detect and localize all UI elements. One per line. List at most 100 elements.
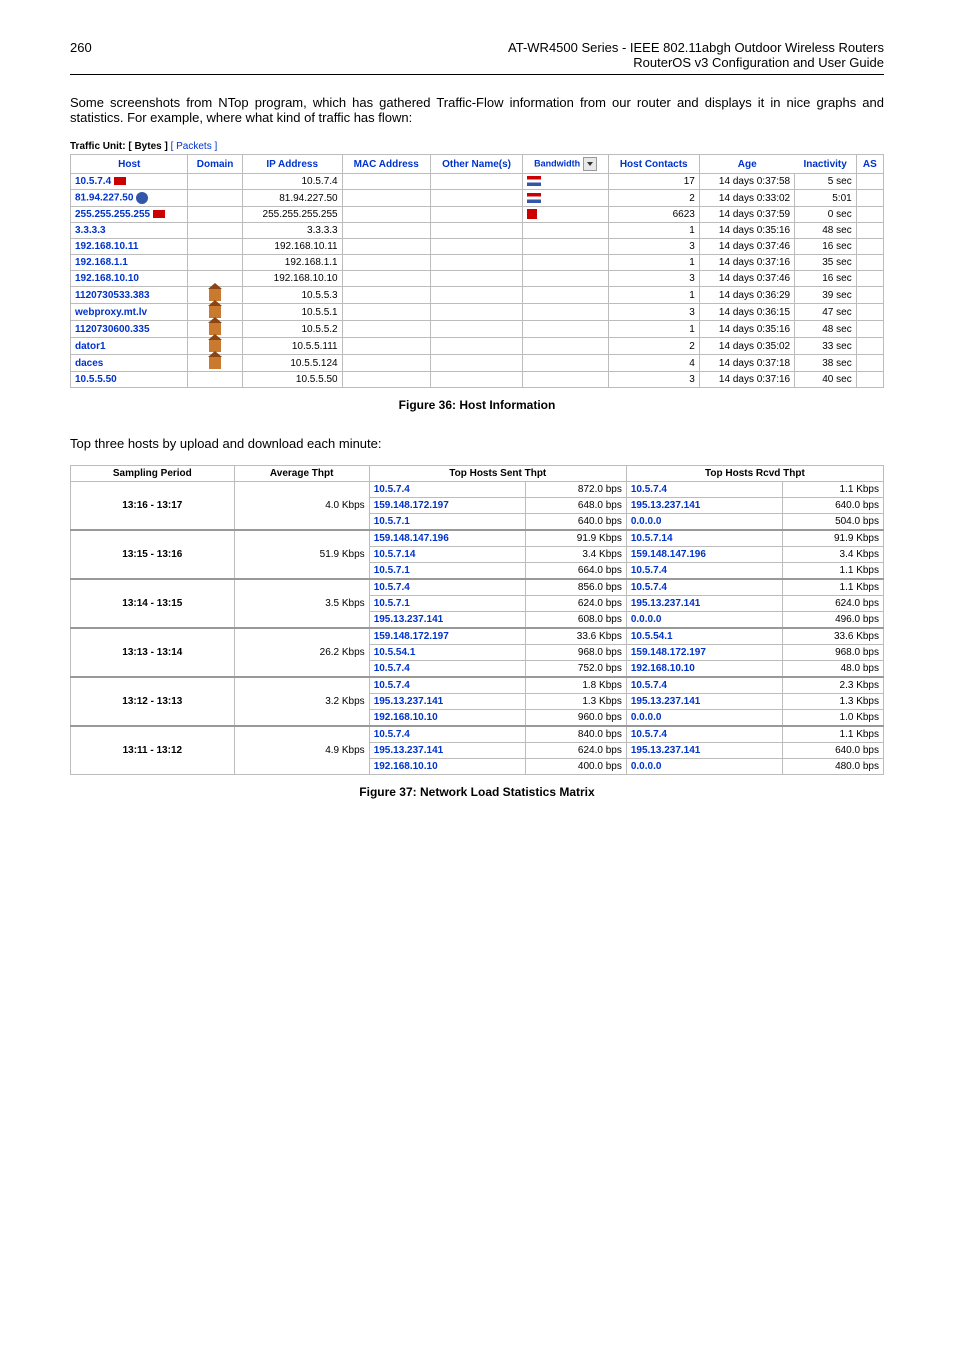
rcvd-value: 1.1 Kbps: [783, 563, 884, 580]
table-row: 1120730533.38310.5.5.3114 days 0:36:2939…: [71, 287, 884, 304]
sent-host[interactable]: 192.168.10.10: [369, 710, 526, 727]
bytes-link[interactable]: [ Bytes ]: [128, 141, 167, 152]
table-row: 10.5.7.4 10.5.7.41714 days 0:37:585 sec: [71, 174, 884, 190]
host-header[interactable]: Inactivity: [795, 155, 857, 174]
host-link[interactable]: dator1: [75, 341, 106, 352]
host-header[interactable]: Age: [699, 155, 794, 174]
sent-host[interactable]: 10.5.7.1: [369, 563, 526, 580]
host-header[interactable]: Other Name(s): [430, 155, 523, 174]
rcvd-value: 33.6 Kbps: [783, 628, 884, 645]
sent-host[interactable]: 10.5.7.4: [369, 661, 526, 678]
sent-host[interactable]: 192.168.10.10: [369, 759, 526, 775]
sent-host[interactable]: 10.5.7.14: [369, 547, 526, 563]
host-header[interactable]: IP Address: [242, 155, 342, 174]
host-link[interactable]: 10.5.7.4: [75, 176, 111, 187]
host-link[interactable]: 255.255.255.255: [75, 209, 150, 220]
col-period[interactable]: Sampling Period: [71, 466, 235, 482]
sent-host[interactable]: 10.5.7.4: [369, 726, 526, 743]
avg-cell: 3.2 Kbps: [234, 677, 369, 726]
rcvd-host[interactable]: 0.0.0.0: [626, 514, 783, 531]
title-line1: AT-WR4500 Series - IEEE 802.11abgh Outdo…: [508, 40, 884, 55]
host-link[interactable]: 1120730533.383: [75, 290, 150, 301]
house-icon: [209, 357, 221, 369]
bars-icon: [527, 193, 541, 203]
avg-cell: 4.9 Kbps: [234, 726, 369, 775]
rcvd-host[interactable]: 10.5.7.4: [626, 726, 783, 743]
rcvd-value: 1.1 Kbps: [783, 579, 884, 596]
sent-value: 3.4 Kbps: [526, 547, 627, 563]
rcvd-host[interactable]: 10.5.7.4: [626, 563, 783, 580]
host-header[interactable]: Bandwidth: [523, 155, 608, 174]
sent-host[interactable]: 159.148.172.197: [369, 498, 526, 514]
avg-cell: 3.5 Kbps: [234, 579, 369, 628]
rcvd-value: 480.0 bps: [783, 759, 884, 775]
doc-title: AT-WR4500 Series - IEEE 802.11abgh Outdo…: [508, 40, 884, 70]
sent-value: 664.0 bps: [526, 563, 627, 580]
host-link[interactable]: 1120730600.335: [75, 324, 150, 335]
table-row: 192.168.10.11192.168.10.11314 days 0:37:…: [71, 239, 884, 255]
sent-host[interactable]: 10.5.7.4: [369, 579, 526, 596]
rcvd-host[interactable]: 0.0.0.0: [626, 612, 783, 629]
col-avg[interactable]: Average Thpt: [234, 466, 369, 482]
rcvd-host[interactable]: 10.5.7.14: [626, 530, 783, 547]
rcvd-host[interactable]: 0.0.0.0: [626, 759, 783, 775]
table-row: 1120730600.33510.5.5.2114 days 0:35:1648…: [71, 321, 884, 338]
page-header: 260 AT-WR4500 Series - IEEE 802.11abgh O…: [70, 40, 884, 75]
flag-icon: [114, 177, 126, 185]
rcvd-host[interactable]: 10.5.7.4: [626, 482, 783, 498]
rcvd-host[interactable]: 10.5.7.4: [626, 579, 783, 596]
rcvd-host[interactable]: 10.5.7.4: [626, 677, 783, 694]
sent-host[interactable]: 159.148.172.197: [369, 628, 526, 645]
mid-paragraph: Top three hosts by upload and download e…: [70, 436, 884, 451]
sent-host[interactable]: 10.5.7.1: [369, 596, 526, 612]
packets-link[interactable]: [ Packets ]: [171, 141, 218, 152]
host-header[interactable]: Domain: [188, 155, 242, 174]
rcvd-value: 624.0 bps: [783, 596, 884, 612]
sent-host[interactable]: 195.13.237.141: [369, 612, 526, 629]
rcvd-host[interactable]: 195.13.237.141: [626, 498, 783, 514]
sent-value: 1.3 Kbps: [526, 694, 627, 710]
host-header[interactable]: Host Contacts: [608, 155, 699, 174]
rcvd-host[interactable]: 192.168.10.10: [626, 661, 783, 678]
intro-paragraph: Some screenshots from NTop program, whic…: [70, 95, 884, 125]
rcvd-host[interactable]: 159.148.147.196: [626, 547, 783, 563]
host-link[interactable]: 192.168.10.10: [75, 273, 139, 284]
circle-icon: [136, 192, 148, 204]
host-header[interactable]: AS: [856, 155, 883, 174]
table-row: 13:15 - 13:1651.9 Kbps159.148.147.19691.…: [71, 530, 884, 547]
sent-host[interactable]: 10.5.54.1: [369, 645, 526, 661]
sent-host[interactable]: 10.5.7.4: [369, 677, 526, 694]
host-link[interactable]: 81.94.227.50: [75, 193, 133, 204]
dropdown-icon[interactable]: [583, 157, 597, 171]
period-cell: 13:16 - 13:17: [71, 482, 235, 531]
sent-host[interactable]: 10.5.7.4: [369, 482, 526, 498]
rcvd-host[interactable]: 195.13.237.141: [626, 694, 783, 710]
col-sent[interactable]: Top Hosts Sent Thpt: [369, 466, 626, 482]
sent-value: 968.0 bps: [526, 645, 627, 661]
rcvd-host[interactable]: 0.0.0.0: [626, 710, 783, 727]
period-cell: 13:12 - 13:13: [71, 677, 235, 726]
rcvd-host[interactable]: 159.148.172.197: [626, 645, 783, 661]
sent-host[interactable]: 10.5.7.1: [369, 514, 526, 531]
host-header[interactable]: MAC Address: [342, 155, 430, 174]
rcvd-host[interactable]: 195.13.237.141: [626, 743, 783, 759]
host-link[interactable]: 10.5.5.50: [75, 374, 117, 385]
host-link[interactable]: 3.3.3.3: [75, 225, 106, 236]
host-link[interactable]: 192.168.1.1: [75, 257, 128, 268]
host-link[interactable]: 192.168.10.11: [75, 241, 138, 252]
rcvd-value: 1.1 Kbps: [783, 482, 884, 498]
sent-host[interactable]: 159.148.147.196: [369, 530, 526, 547]
host-link[interactable]: daces: [75, 358, 103, 369]
host-header[interactable]: Host: [71, 155, 188, 174]
sent-host[interactable]: 195.13.237.141: [369, 694, 526, 710]
period-cell: 13:15 - 13:16: [71, 530, 235, 579]
rcvd-value: 640.0 bps: [783, 743, 884, 759]
sent-host[interactable]: 195.13.237.141: [369, 743, 526, 759]
rcvd-host[interactable]: 195.13.237.141: [626, 596, 783, 612]
rcvd-host[interactable]: 10.5.54.1: [626, 628, 783, 645]
sent-value: 648.0 bps: [526, 498, 627, 514]
host-link[interactable]: webproxy.mt.lv: [75, 307, 147, 318]
title-line2: RouterOS v3 Configuration and User Guide: [633, 55, 884, 70]
col-rcvd[interactable]: Top Hosts Rcvd Thpt: [626, 466, 883, 482]
figure-37-caption: Figure 37: Network Load Statistics Matri…: [70, 785, 884, 799]
